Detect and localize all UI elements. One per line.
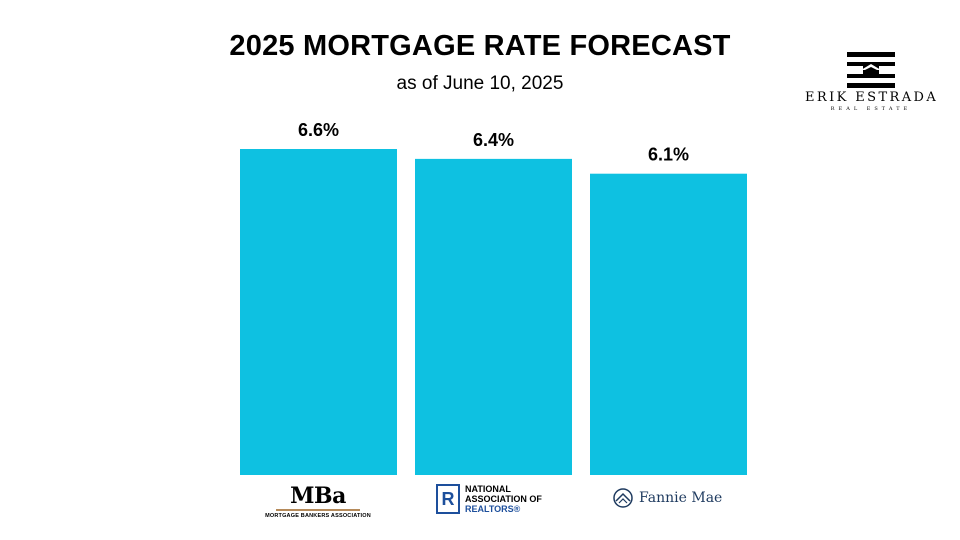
fannie-mae-house-icon bbox=[613, 488, 633, 508]
chart-title: 2025 MORTGAGE RATE FORECAST bbox=[229, 30, 731, 62]
bar-value-label-3: 6.1% bbox=[648, 145, 689, 165]
nar-line-2: ASSOCIATION OF bbox=[465, 494, 542, 504]
mba-subtitle: MORTGAGE BANKERS ASSOCIATION bbox=[265, 513, 371, 519]
bar-1 bbox=[240, 149, 397, 475]
fannie-mae-logo: Fannie Mae bbox=[612, 488, 722, 508]
mba-wordmark: MBa bbox=[290, 483, 346, 509]
bar-2 bbox=[415, 158, 572, 475]
realtor-r-icon: R bbox=[436, 484, 460, 514]
mba-logo: MBa MORTGAGE BANKERS ASSOCIATION bbox=[240, 484, 396, 519]
brand-logo: ERIK ESTRADA REAL ESTATE bbox=[805, 52, 937, 112]
bar-value-label-2: 6.4% bbox=[473, 130, 514, 150]
bar-value-label-1: 6.6% bbox=[298, 120, 339, 140]
mba-underline bbox=[276, 509, 360, 511]
brand-mark-icon bbox=[847, 52, 895, 88]
bar-3 bbox=[590, 173, 747, 476]
nar-line-1: NATIONAL bbox=[465, 484, 511, 494]
nar-wordmark: NATIONAL ASSOCIATION OF REALTORS® bbox=[465, 484, 542, 514]
fannie-mae-name: Fannie Mae bbox=[639, 490, 723, 506]
nar-line-3: REALTORS® bbox=[465, 504, 521, 514]
brand-subtitle: REAL ESTATE bbox=[830, 106, 912, 112]
nar-logo: R NATIONAL ASSOCIATION OF REALTORS® bbox=[436, 484, 566, 514]
brand-name: ERIK ESTRADA bbox=[805, 90, 939, 105]
chart-subtitle: as of June 10, 2025 bbox=[396, 73, 564, 94]
